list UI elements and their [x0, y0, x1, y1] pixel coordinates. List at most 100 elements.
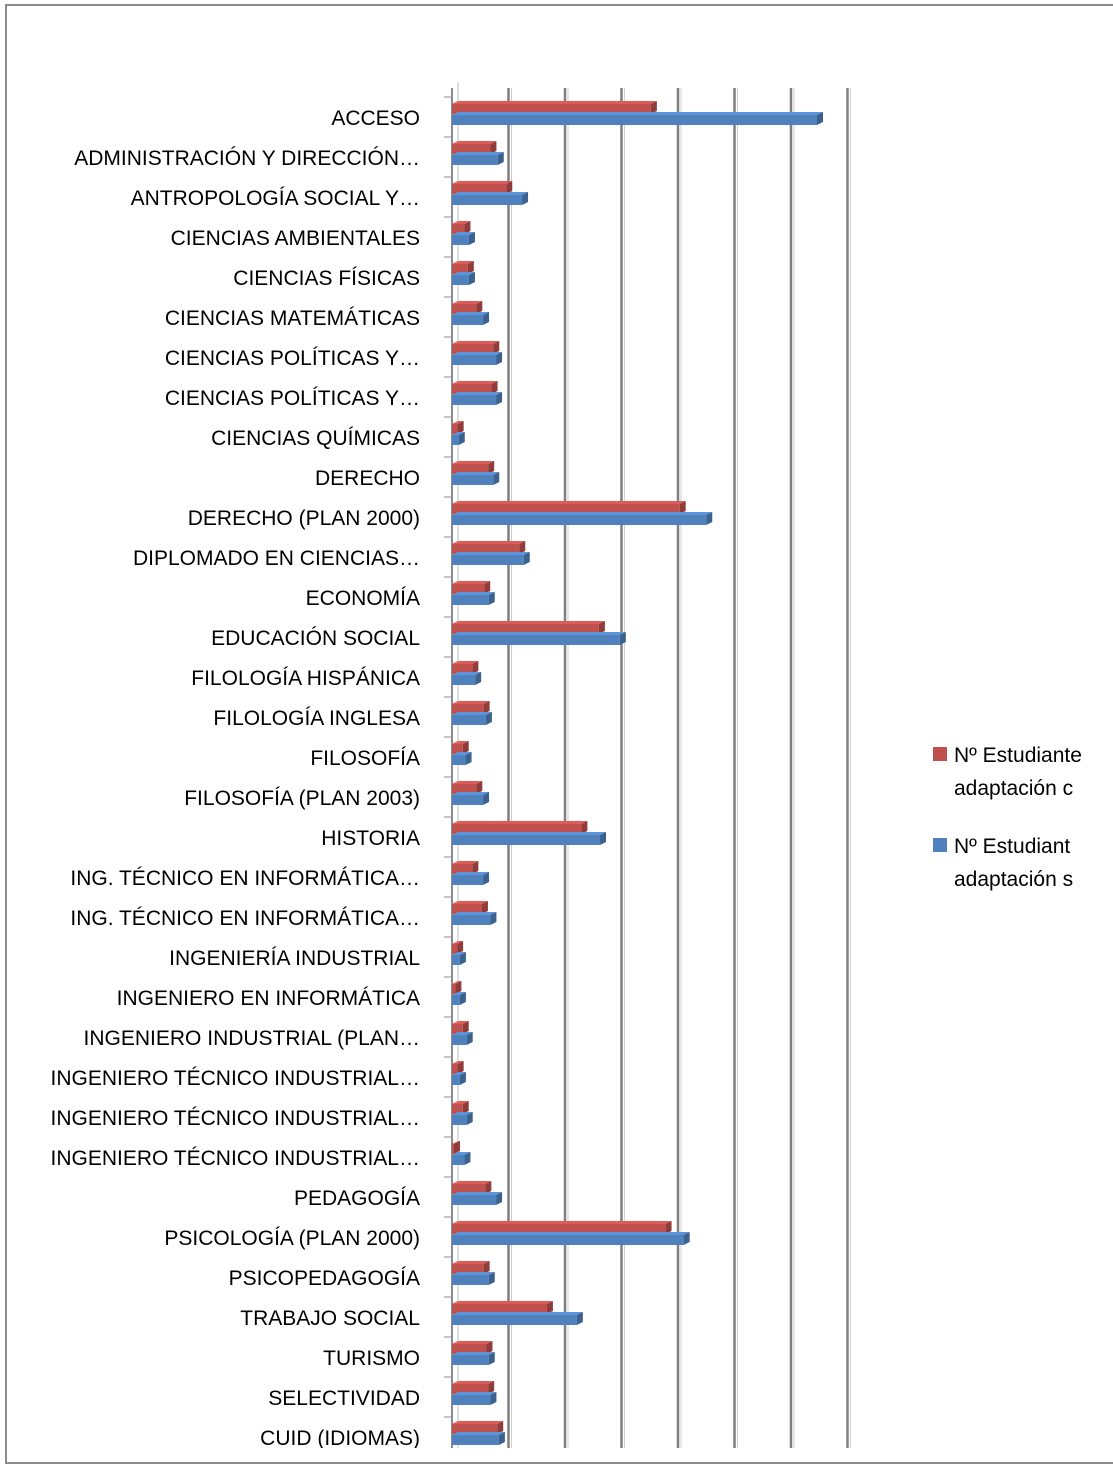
- bar-side: [464, 221, 471, 234]
- bar-top: [452, 232, 475, 235]
- bar-top: [452, 1392, 497, 1395]
- bar-front: [452, 264, 468, 274]
- bar-front: [452, 1264, 484, 1274]
- bar-series-2: [452, 1112, 473, 1125]
- bar-series-1: [452, 181, 513, 194]
- bar-side: [458, 432, 465, 445]
- bar-top: [452, 821, 588, 824]
- bar-front: [452, 904, 482, 914]
- bar-side: [491, 381, 498, 394]
- bar-side: [481, 901, 488, 914]
- bar-front: [452, 664, 473, 674]
- bar-series-2: [452, 1032, 473, 1045]
- bar-top: [452, 1112, 473, 1115]
- bar-side: [464, 1152, 471, 1165]
- bar-top: [452, 101, 657, 104]
- bar-series-2: [452, 672, 482, 685]
- bar-top: [452, 1272, 495, 1275]
- bar-series-1: [452, 1221, 672, 1234]
- bar-side: [465, 752, 472, 765]
- bar-series-1: [452, 621, 605, 634]
- bar-front: [452, 435, 459, 445]
- bar-front: [452, 555, 524, 565]
- bar-side: [459, 1072, 466, 1085]
- bar-side: [496, 392, 503, 405]
- category-label: ADMINISTRACIÓN Y DIRECCIÓN…: [74, 147, 420, 170]
- category-label: TURISMO: [323, 1347, 420, 1370]
- bar-side: [472, 861, 479, 874]
- bar-top: [452, 941, 464, 944]
- bar-series-1: [452, 661, 479, 674]
- bar-series-1: [452, 261, 474, 274]
- bar-front: [452, 1035, 467, 1045]
- category-label: INGENIERO TÉCNICO INDUSTRIAL…: [51, 1067, 421, 1090]
- bar-top: [452, 581, 491, 584]
- bar-series-1: [452, 141, 497, 154]
- bar-series-2: [452, 1392, 497, 1405]
- bar-series-1: [452, 701, 490, 714]
- bar-front: [452, 504, 680, 514]
- bar-top: [452, 341, 500, 344]
- bar-front: [452, 795, 484, 805]
- category-label: ANTROPOLOGÍA SOCIAL Y…: [131, 187, 420, 210]
- bar-side: [485, 712, 492, 725]
- category-label: CIENCIAS POLÍTICAS Y…: [165, 347, 420, 370]
- bar-front: [452, 304, 477, 314]
- legend-label-line2: adaptación s: [954, 868, 1073, 891]
- bar-front: [452, 1024, 463, 1034]
- bar-front: [452, 944, 458, 954]
- category-label: DERECHO: [315, 467, 420, 490]
- bar-front: [452, 584, 485, 594]
- bar-series-1: [452, 101, 657, 114]
- bar-side: [455, 981, 462, 994]
- bar-side: [483, 312, 490, 325]
- bar-front: [452, 144, 491, 154]
- category-label: SELECTIVIDAD: [268, 1387, 420, 1410]
- bar-series-2: [452, 1352, 495, 1365]
- legend-label-line1: Nº Estudiante: [954, 744, 1082, 767]
- bar-side: [619, 632, 626, 645]
- bar-series-2: [452, 192, 529, 205]
- bar-series-1: [452, 1301, 553, 1314]
- bar-top: [452, 501, 686, 504]
- bar-series-1: [452, 981, 462, 994]
- bar-top: [452, 621, 605, 624]
- bar-front: [452, 475, 494, 485]
- bar-front: [452, 1235, 684, 1245]
- bar-side: [462, 741, 469, 754]
- bar-front: [452, 1395, 491, 1405]
- bar-side: [650, 101, 657, 114]
- bar-front: [452, 875, 484, 885]
- legend-swatch: [933, 838, 947, 852]
- bar-front: [452, 355, 497, 365]
- gridlines: [507, 88, 851, 1448]
- bar-side: [488, 1381, 495, 1394]
- legend-swatch: [933, 747, 947, 761]
- bar-series-2: [452, 112, 823, 125]
- bar-top: [452, 352, 503, 355]
- bar-top: [452, 261, 474, 264]
- bar-side: [472, 661, 479, 674]
- bar-side: [476, 301, 483, 314]
- bar-side: [483, 701, 490, 714]
- category-label: CIENCIAS AMBIENTALES: [171, 227, 420, 250]
- bar-side: [457, 421, 464, 434]
- bar-series-2: [452, 712, 492, 725]
- bar-top: [452, 1341, 493, 1344]
- bar-front: [452, 184, 507, 194]
- bar-top: [452, 792, 490, 795]
- bar-side: [468, 272, 475, 285]
- bar-series-1: [452, 941, 464, 954]
- bar-front: [452, 115, 817, 125]
- bar-front: [452, 715, 486, 725]
- bar-front: [452, 835, 601, 845]
- bar-series-2: [452, 352, 503, 365]
- bar-series-2: [452, 1272, 495, 1285]
- bar-series-1: [452, 541, 526, 554]
- bar-series-1: [452, 1381, 495, 1394]
- bar-top: [452, 1221, 672, 1224]
- bar-top: [452, 392, 503, 395]
- bar-side: [488, 461, 495, 474]
- bar-series-2: [452, 1192, 503, 1205]
- chart-area: ACCESO ADMINISTRACIÓN Y DIRECCIÓN… ANTROPO…: [5, 4, 1113, 1464]
